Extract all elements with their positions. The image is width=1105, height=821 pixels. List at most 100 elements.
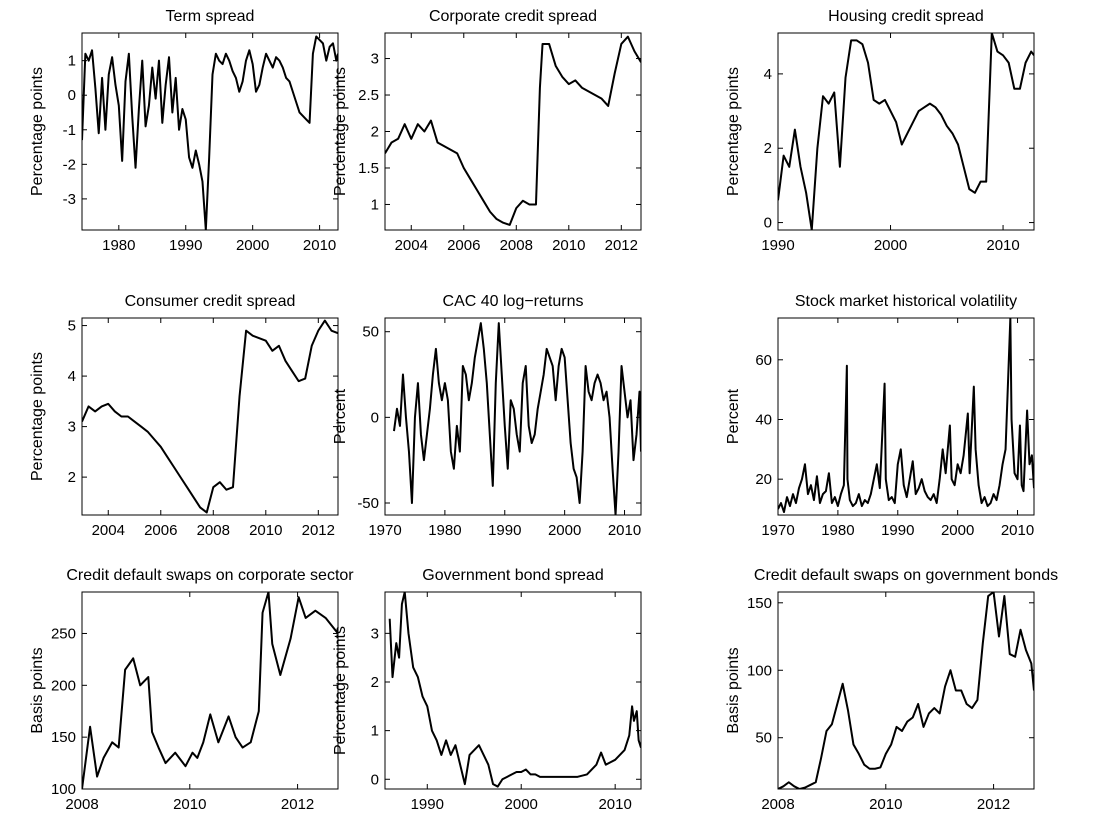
x-tick-label: 1990	[169, 237, 202, 254]
y-tick-label: 2	[764, 140, 772, 157]
x-tick-label: 2012	[977, 796, 1010, 813]
y-axis-label: Percent	[332, 388, 349, 444]
y-tick-label: 40	[755, 411, 772, 428]
x-tick-label: 1980	[102, 237, 135, 254]
y-tick-label: 1.5	[358, 160, 379, 177]
subplot: Housing credit spread Percentage points 0 2…	[725, 8, 1035, 254]
data-line	[82, 319, 338, 514]
data-line	[385, 35, 641, 226]
y-tick-label: 150	[747, 595, 772, 612]
x-tick-label: 2010	[249, 522, 282, 539]
y-tick-label: 4	[68, 368, 76, 385]
axes-box	[777, 317, 1035, 516]
x-tick-label: 1990	[411, 796, 444, 813]
x-tick-label: 1990	[761, 237, 794, 254]
y-axis-label: Basis points	[725, 647, 742, 733]
x-tick-label: 2010	[303, 237, 336, 254]
y-tick-label: 100	[747, 662, 772, 679]
x-tick-label: 1990	[881, 522, 914, 539]
y-tick-label: 0	[371, 771, 379, 788]
subplot-title: CAC 40 log−returns	[443, 293, 584, 310]
x-tick-label: 2010	[173, 796, 206, 813]
x-tick-label: 1970	[368, 522, 401, 539]
y-tick-label: 4	[764, 66, 772, 83]
y-tick-label: 20	[755, 471, 772, 488]
y-tick-label: -2	[63, 156, 76, 173]
y-tick-label: 100	[51, 781, 76, 798]
y-axis-label: Percentage points	[29, 352, 46, 481]
axes-box	[777, 32, 1035, 231]
y-tick-label: 1	[68, 53, 76, 70]
y-tick-label: 150	[51, 729, 76, 746]
subplot-title: Housing credit spread	[828, 8, 984, 25]
y-tick-label: 3	[371, 51, 379, 68]
y-tick-label: 0	[68, 87, 76, 104]
x-tick-label: 1970	[761, 522, 794, 539]
axes-box	[384, 32, 642, 231]
x-tick-label: 2010	[608, 522, 641, 539]
y-axis-label: Percentage points	[332, 626, 349, 755]
y-axis-label: Percent	[725, 388, 742, 444]
y-tick-label: 1	[371, 723, 379, 740]
x-tick-label: 2008	[500, 237, 533, 254]
x-tick-label: 2006	[144, 522, 177, 539]
subplot: CAC 40 log−returns Percent -50 0 50 1970 1980 1…	[332, 293, 642, 539]
x-tick-label: 1980	[821, 522, 854, 539]
subplot: Credit default swaps on corporate sector…	[29, 567, 354, 813]
data-line	[778, 33, 1034, 230]
y-tick-label: 2.5	[358, 87, 379, 104]
subplot: Credit default swaps on government bonds…	[725, 567, 1058, 813]
y-axis-label: Percentage points	[29, 67, 46, 196]
x-tick-label: 2000	[505, 796, 538, 813]
data-line	[778, 318, 1034, 514]
y-tick-label: 0	[371, 409, 379, 426]
x-tick-label: 2000	[874, 237, 907, 254]
subplot: Term spread Percentage points -3 -2 -1 0 1 1980…	[29, 8, 339, 254]
x-tick-label: 2000	[236, 237, 269, 254]
data-line	[778, 592, 1034, 789]
y-tick-label: 250	[51, 625, 76, 642]
x-tick-label: 2010	[986, 237, 1019, 254]
subplot-title: Corporate credit spread	[429, 8, 597, 25]
x-tick-label: 2010	[1001, 522, 1034, 539]
x-tick-label: 2004	[395, 237, 428, 254]
y-tick-label: 3	[68, 419, 76, 436]
y-tick-label: 50	[362, 324, 379, 341]
data-line	[388, 592, 641, 788]
x-tick-label: 2010	[598, 796, 631, 813]
y-tick-label: 5	[68, 318, 76, 335]
x-tick-label: 2012	[302, 522, 335, 539]
y-tick-label: 60	[755, 352, 772, 369]
y-axis-label: Basis points	[29, 647, 46, 733]
y-tick-label: 2	[371, 674, 379, 691]
y-tick-label: 2	[68, 469, 76, 486]
data-line	[392, 322, 641, 515]
data-line	[82, 35, 338, 230]
x-tick-label: 2000	[548, 522, 581, 539]
axes-box	[777, 591, 1035, 790]
y-tick-label: 0	[764, 215, 772, 232]
x-tick-label: 1980	[428, 522, 461, 539]
y-tick-label: 2	[371, 124, 379, 141]
y-tick-label: 50	[755, 730, 772, 747]
subplot: Government bond spread Percentage points 0…	[332, 567, 642, 813]
x-tick-label: 2010	[552, 237, 585, 254]
y-tick-label: 3	[371, 625, 379, 642]
y-tick-label: 1	[371, 196, 379, 213]
x-tick-label: 2012	[281, 796, 314, 813]
x-tick-label: 2004	[92, 522, 125, 539]
y-tick-label: -1	[63, 122, 76, 139]
subplot-title: Government bond spread	[422, 567, 603, 584]
subplot-title: Credit default swaps on corporate sector	[66, 567, 354, 584]
subplot-title: Term spread	[166, 8, 255, 25]
subplot: Stock market historical volatility Percen…	[725, 293, 1035, 539]
x-tick-label: 1990	[488, 522, 521, 539]
subplot-title: Consumer credit spread	[125, 293, 296, 310]
subplot-title: Stock market historical volatility	[795, 293, 1017, 310]
x-tick-label: 2008	[197, 522, 230, 539]
x-tick-label: 2008	[761, 796, 794, 813]
subplot-title: Credit default swaps on government bonds	[754, 567, 1058, 584]
y-tick-label: 200	[51, 677, 76, 694]
x-tick-label: 2012	[605, 237, 638, 254]
